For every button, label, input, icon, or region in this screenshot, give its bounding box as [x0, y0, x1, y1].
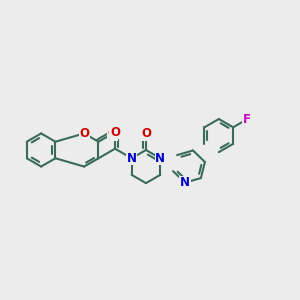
Text: N: N [180, 176, 190, 189]
Text: O: O [108, 127, 118, 140]
Text: N: N [155, 152, 165, 165]
Text: O: O [110, 126, 120, 139]
Text: O: O [79, 127, 89, 140]
Text: F: F [243, 113, 251, 126]
Text: N: N [127, 152, 136, 165]
Text: O: O [141, 127, 151, 140]
